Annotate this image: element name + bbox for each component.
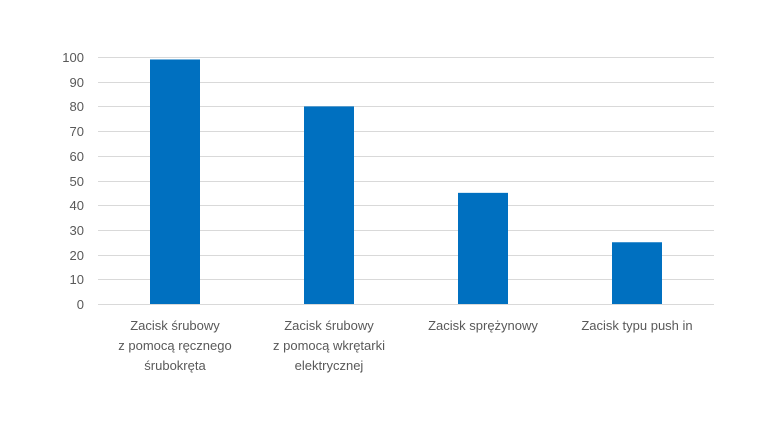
x-category-label-2: Zacisk śrubowy z pomocą wkrętarki elektryc…: [273, 318, 385, 373]
y-tick-label-10: 10: [70, 272, 84, 287]
x-axis-category-labels: Zacisk śrubowy z pomocą ręcznego śrubokręt…: [118, 318, 692, 373]
bar-3: [458, 192, 508, 304]
x-category-label-line: śrubokręta: [144, 358, 206, 373]
y-tick-label-50: 50: [70, 174, 84, 189]
gridlines: [98, 57, 714, 305]
y-tick-label-40: 40: [70, 198, 84, 213]
x-category-label-line: z pomocą ręcznego: [118, 338, 231, 353]
y-tick-label-70: 70: [70, 124, 84, 139]
x-category-label-3: Zacisk sprężynowy: [428, 318, 538, 333]
y-tick-label-20: 20: [70, 248, 84, 263]
y-tick-label-90: 90: [70, 75, 84, 90]
x-category-label-line: elektrycznej: [295, 358, 364, 373]
bars: [150, 59, 662, 305]
x-category-label-line: Zacisk śrubowy: [284, 318, 374, 333]
x-category-label-1: Zacisk śrubowy z pomocą ręcznego śrubokręt…: [118, 318, 231, 373]
x-category-label-line: Zacisk śrubowy: [130, 318, 220, 333]
y-tick-label-80: 80: [70, 99, 84, 114]
bar-1: [150, 59, 200, 304]
y-axis-tick-labels: 0 10 20 30 40 50 60 70 80 90 100: [62, 50, 84, 312]
x-category-label-line: z pomocą wkrętarki: [273, 338, 385, 353]
x-category-label-4: Zacisk typu push in: [581, 318, 692, 333]
y-tick-label-60: 60: [70, 149, 84, 164]
x-category-label-line: Zacisk sprężynowy: [428, 318, 538, 333]
y-tick-label-30: 30: [70, 223, 84, 238]
bar-2: [304, 106, 354, 305]
bar-4: [612, 242, 662, 304]
y-tick-label-100: 100: [62, 50, 84, 65]
y-tick-label-0: 0: [77, 297, 84, 312]
x-category-label-line: Zacisk typu push in: [581, 318, 692, 333]
